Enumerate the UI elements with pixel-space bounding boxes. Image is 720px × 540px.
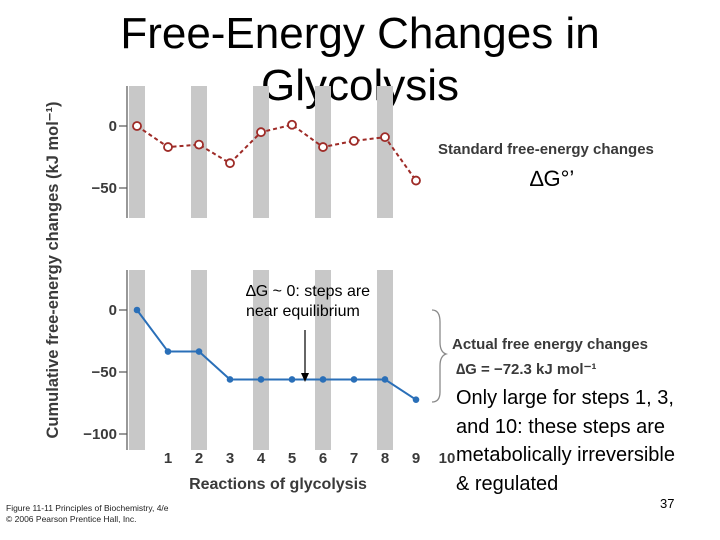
standard-series-line — [136, 123, 417, 182]
band-top-0 — [129, 86, 145, 218]
bottom-series-title: Actual free energy changes — [452, 336, 648, 353]
x-axis-label: Reactions of glycolysis — [189, 476, 367, 493]
standard-point-1 — [163, 142, 173, 152]
figure-credit-line-2: © 2006 Pearson Prentice Hall, Inc. — [6, 514, 137, 524]
bottom-y-tick-label-0: 0 — [109, 302, 117, 319]
actual-point-7 — [350, 376, 358, 383]
x-tick-label-9: 9 — [412, 450, 420, 467]
actual-point-4 — [257, 376, 265, 383]
x-tick-label-6: 6 — [319, 450, 327, 467]
x-tick-label-1: 1 — [164, 450, 172, 467]
actual-point-9 — [412, 396, 420, 403]
x-tick-label-5: 5 — [288, 450, 296, 467]
band-bottom-8 — [377, 270, 393, 450]
actual-point-6 — [319, 376, 327, 383]
step-bands — [129, 86, 393, 450]
actual-point-3 — [226, 376, 234, 383]
top-y-tick-label-0: 0 — [109, 118, 117, 135]
standard-point-7 — [349, 135, 359, 146]
actual-point-5 — [288, 376, 296, 383]
standard-point-4 — [256, 127, 266, 138]
slide-title: Free-Energy Changes in Glycolysis — [70, 8, 650, 112]
band-bottom-6 — [315, 270, 331, 450]
band-bottom-4 — [253, 270, 269, 450]
band-top-8 — [377, 86, 393, 218]
series — [132, 119, 421, 403]
irreversible-steps-note: Only large for steps 1, 3, and 10: these… — [456, 387, 675, 495]
chart-labels: Cumulative free-energy changes (kJ mol⁻¹… — [44, 102, 654, 493]
delta-g-standard-label: ∆G°’ — [530, 166, 575, 191]
x-tick-label-8: 8 — [381, 450, 389, 467]
title-line-2: Glycolysis — [260, 61, 460, 110]
standard-point-9 — [411, 175, 421, 186]
bottom-series-subtitle: ∆G = −72.3 kJ mol⁻¹ — [456, 361, 597, 378]
x-tick-label-3: 3 — [226, 450, 234, 467]
actual-point-0 — [133, 306, 141, 314]
band-top-6 — [315, 86, 331, 218]
y-axis-label: Cumulative free-energy changes (kJ mol⁻¹… — [44, 102, 62, 439]
standard-point-6 — [318, 142, 328, 152]
bottom-y-tick-label-2: −100 — [83, 426, 117, 443]
standard-point-5 — [287, 119, 297, 130]
band-top-4 — [253, 86, 269, 218]
actual-point-1 — [164, 348, 172, 355]
band-bottom-2 — [191, 270, 207, 450]
top-y-tick-label-1: −50 — [92, 180, 117, 197]
equilibrium-arrowhead — [301, 373, 309, 382]
x-tick-label-2: 2 — [195, 450, 203, 467]
band-bottom-0 — [129, 270, 145, 450]
near-equilibrium-note: ∆G ~ 0: steps are near equilibrium — [246, 283, 371, 320]
x-tick-label-7: 7 — [350, 450, 358, 467]
actual-point-2 — [195, 348, 203, 355]
actual-series-line — [136, 309, 417, 401]
bottom-y-tick-label-1: −50 — [92, 364, 117, 381]
standard-point-3 — [225, 158, 235, 169]
axes: 0 −50 0 −50 −100 1 2 3 4 5 6 7 8 9 10 — [83, 86, 455, 467]
page-number: 37 — [660, 496, 675, 511]
actual-point-8 — [381, 376, 389, 383]
band-top-2 — [191, 86, 207, 218]
standard-point-2 — [194, 139, 204, 150]
figure-credit-line-1: Figure 11-11 Principles of Biochemistry,… — [6, 503, 169, 513]
brace-icon — [431, 309, 449, 403]
x-tick-label-4: 4 — [257, 450, 266, 467]
title-line-1: Free-Energy Changes in — [120, 9, 600, 58]
x-tick-label-10: 10 — [439, 450, 456, 467]
standard-point-8 — [380, 132, 390, 143]
standard-point-0 — [132, 121, 142, 131]
top-series-title: Standard free-energy changes — [438, 141, 654, 158]
